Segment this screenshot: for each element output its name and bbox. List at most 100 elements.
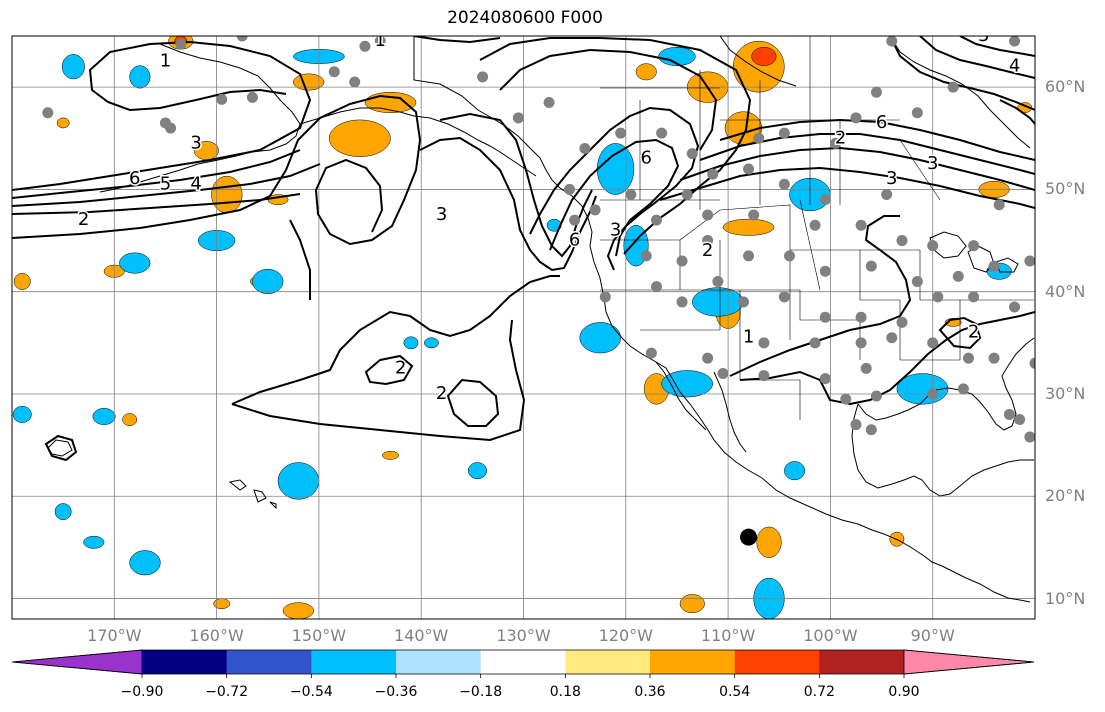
station-dot: [865, 424, 877, 436]
contour-label: 3: [190, 132, 201, 153]
blue-shaded-region: [83, 535, 105, 549]
orange-shaded-region: [635, 63, 657, 81]
colorbar-min-extension: [11, 649, 143, 675]
colorbar-tick-label: −0.54: [289, 684, 333, 700]
contour-label: 6: [129, 168, 140, 189]
station-dot: [993, 199, 1005, 211]
station-dot: [328, 66, 340, 78]
blue-shaded-region: [579, 322, 621, 354]
map-title: 2024080600 F000: [447, 8, 603, 28]
red-shaded-region: [751, 47, 777, 66]
blue-shaded-region: [129, 550, 161, 576]
blue-shaded-region: [92, 408, 116, 425]
colorbar-segment: [311, 650, 397, 674]
blue-shaded-region: [12, 406, 32, 423]
orange-shaded-region: [13, 273, 31, 290]
station-dot: [911, 107, 923, 119]
orange-shaded-region: [756, 526, 782, 558]
station-dot: [870, 390, 882, 402]
station-dot: [819, 373, 831, 385]
blue-shaded-region: [468, 462, 487, 480]
station-dot: [855, 337, 867, 349]
station-dot: [640, 250, 652, 262]
orange-shaded-region: [328, 119, 391, 157]
station-dot: [896, 316, 908, 328]
longitude-label: 130°W: [496, 626, 551, 645]
contour-line: [413, 36, 501, 44]
colorbar-segment: [565, 650, 651, 674]
contour-label: 1: [375, 30, 386, 51]
contour-label: 2: [78, 209, 89, 230]
colorbar-segment: [819, 650, 905, 674]
colorbar-tick-label: −0.90: [120, 684, 164, 700]
station-dot: [896, 235, 908, 247]
contour-label: 4: [1009, 56, 1020, 77]
latitude-label: 10°N: [1045, 588, 1086, 608]
station-dot: [855, 219, 867, 231]
contour-label: 5: [160, 173, 171, 194]
station-dot: [947, 81, 959, 93]
black-marker-dot: [740, 528, 758, 546]
baja-and-gulf-coast: [655, 337, 1035, 497]
station-dot: [743, 250, 755, 262]
station-dot: [676, 255, 688, 267]
contour-line: [479, 37, 752, 255]
station-dot: [676, 296, 688, 308]
station-dot: [850, 419, 862, 431]
station-dot: [957, 383, 969, 395]
station-dot: [175, 38, 187, 50]
contour-label: 2: [835, 127, 846, 148]
latitude-label: 40°N: [1045, 281, 1086, 301]
station-dot: [778, 291, 790, 303]
contour-label: 1: [160, 51, 171, 72]
station-dot: [681, 189, 693, 201]
station-dot: [881, 189, 893, 201]
contour-label: 2: [436, 383, 447, 404]
station-dot: [615, 127, 627, 139]
station-dot: [968, 240, 980, 252]
colorbar-tick-label: 0.54: [719, 684, 751, 700]
contour-label: 2: [968, 322, 979, 343]
station-dot: [650, 281, 662, 293]
station-dot: [650, 214, 662, 226]
blue-shaded-region: [129, 65, 151, 89]
station-dot: [42, 107, 54, 119]
station-dot: [743, 163, 755, 175]
station-dot: [359, 40, 371, 52]
station-dot: [702, 352, 714, 364]
longitude-label: 110°W: [700, 626, 756, 645]
orange-shaded-region: [211, 175, 243, 214]
station-dot: [748, 209, 760, 221]
blue-shaded-region: [403, 336, 419, 350]
station-dot: [758, 370, 770, 382]
blue-shaded-region: [658, 47, 696, 66]
contour-line: [12, 94, 422, 246]
station-dot: [625, 189, 637, 201]
station-dot: [686, 148, 698, 160]
station-dot: [1009, 301, 1021, 313]
station-dot: [783, 250, 795, 262]
colorbar-max-extension: [903, 649, 1035, 675]
hawaii-and-islands: [47, 439, 277, 510]
contour-label: 3: [436, 204, 447, 225]
blue-shaded-region: [784, 461, 806, 481]
longitude-label: 90°W: [910, 626, 955, 645]
station-dot: [1014, 414, 1026, 426]
station-dot: [1009, 36, 1021, 47]
station-dot: [988, 260, 1000, 272]
hudson-bay-coastline: [719, 36, 1031, 149]
station-dot: [702, 235, 714, 247]
station-dot: [860, 362, 872, 374]
longitude-label: 120°W: [598, 626, 653, 645]
station-dot: [569, 214, 581, 226]
colorbar-segment: [396, 650, 482, 674]
station-dot: [753, 132, 765, 144]
colorbar-segment: [650, 650, 736, 674]
colorbar: [11, 649, 1035, 678]
station-dot: [988, 352, 1000, 364]
blue-shaded-region: [54, 503, 72, 521]
colorbar-tick-label: 0.72: [803, 684, 835, 700]
contour-label: 5: [978, 25, 989, 46]
